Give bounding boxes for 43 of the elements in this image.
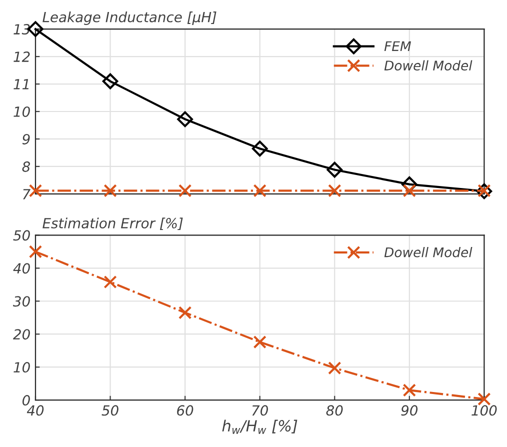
point xyxy=(28,245,42,258)
y-tick-label: 0 xyxy=(22,395,30,406)
x-axis-title: h$_{w}$/H$_{w}$ [%] xyxy=(222,420,298,434)
y-tick-label: 12 xyxy=(14,52,30,62)
point xyxy=(177,111,193,128)
point xyxy=(401,176,418,192)
y-tick-label: 8 xyxy=(22,161,30,172)
legend-label: FEM xyxy=(384,41,411,51)
x-tick-label: 90 xyxy=(401,405,418,416)
chart-title: Estimation Error [%] xyxy=(42,218,183,230)
y-tick-label: 20 xyxy=(13,329,30,340)
y-tick-label: 40 xyxy=(13,263,30,274)
y-tick-label: 10 xyxy=(14,106,30,117)
point xyxy=(402,184,416,198)
x-tick-label: 80 xyxy=(326,405,343,416)
point xyxy=(253,335,266,349)
x-tick-label: 50 xyxy=(102,405,118,416)
point xyxy=(102,73,118,90)
y-tick-label: 10 xyxy=(14,362,30,373)
point xyxy=(328,361,342,375)
point xyxy=(28,184,42,198)
y-tick-label: 13 xyxy=(14,24,30,35)
point xyxy=(478,392,491,406)
legend-label: Dowell Model xyxy=(384,60,472,71)
y-tick-label: 9 xyxy=(22,134,30,144)
point xyxy=(104,184,117,198)
point xyxy=(178,184,192,198)
x-tick-label: 60 xyxy=(177,405,194,416)
legend-label: Dowell Model xyxy=(384,247,472,258)
x-tick-label: 100 xyxy=(472,405,497,416)
x-tick-label: 70 xyxy=(252,405,268,416)
point xyxy=(402,384,416,397)
point xyxy=(178,306,192,320)
y-tick-label: 11 xyxy=(14,79,29,90)
point xyxy=(326,162,343,178)
point xyxy=(253,184,266,198)
point xyxy=(252,140,268,157)
chart-title: Leakage Inductance [μH] xyxy=(42,12,216,25)
point xyxy=(328,184,342,198)
y-tick-label: 30 xyxy=(12,296,30,307)
point xyxy=(104,275,117,289)
y-tick-label: 7 xyxy=(23,189,30,200)
y-tick-label: 50 xyxy=(13,230,30,241)
